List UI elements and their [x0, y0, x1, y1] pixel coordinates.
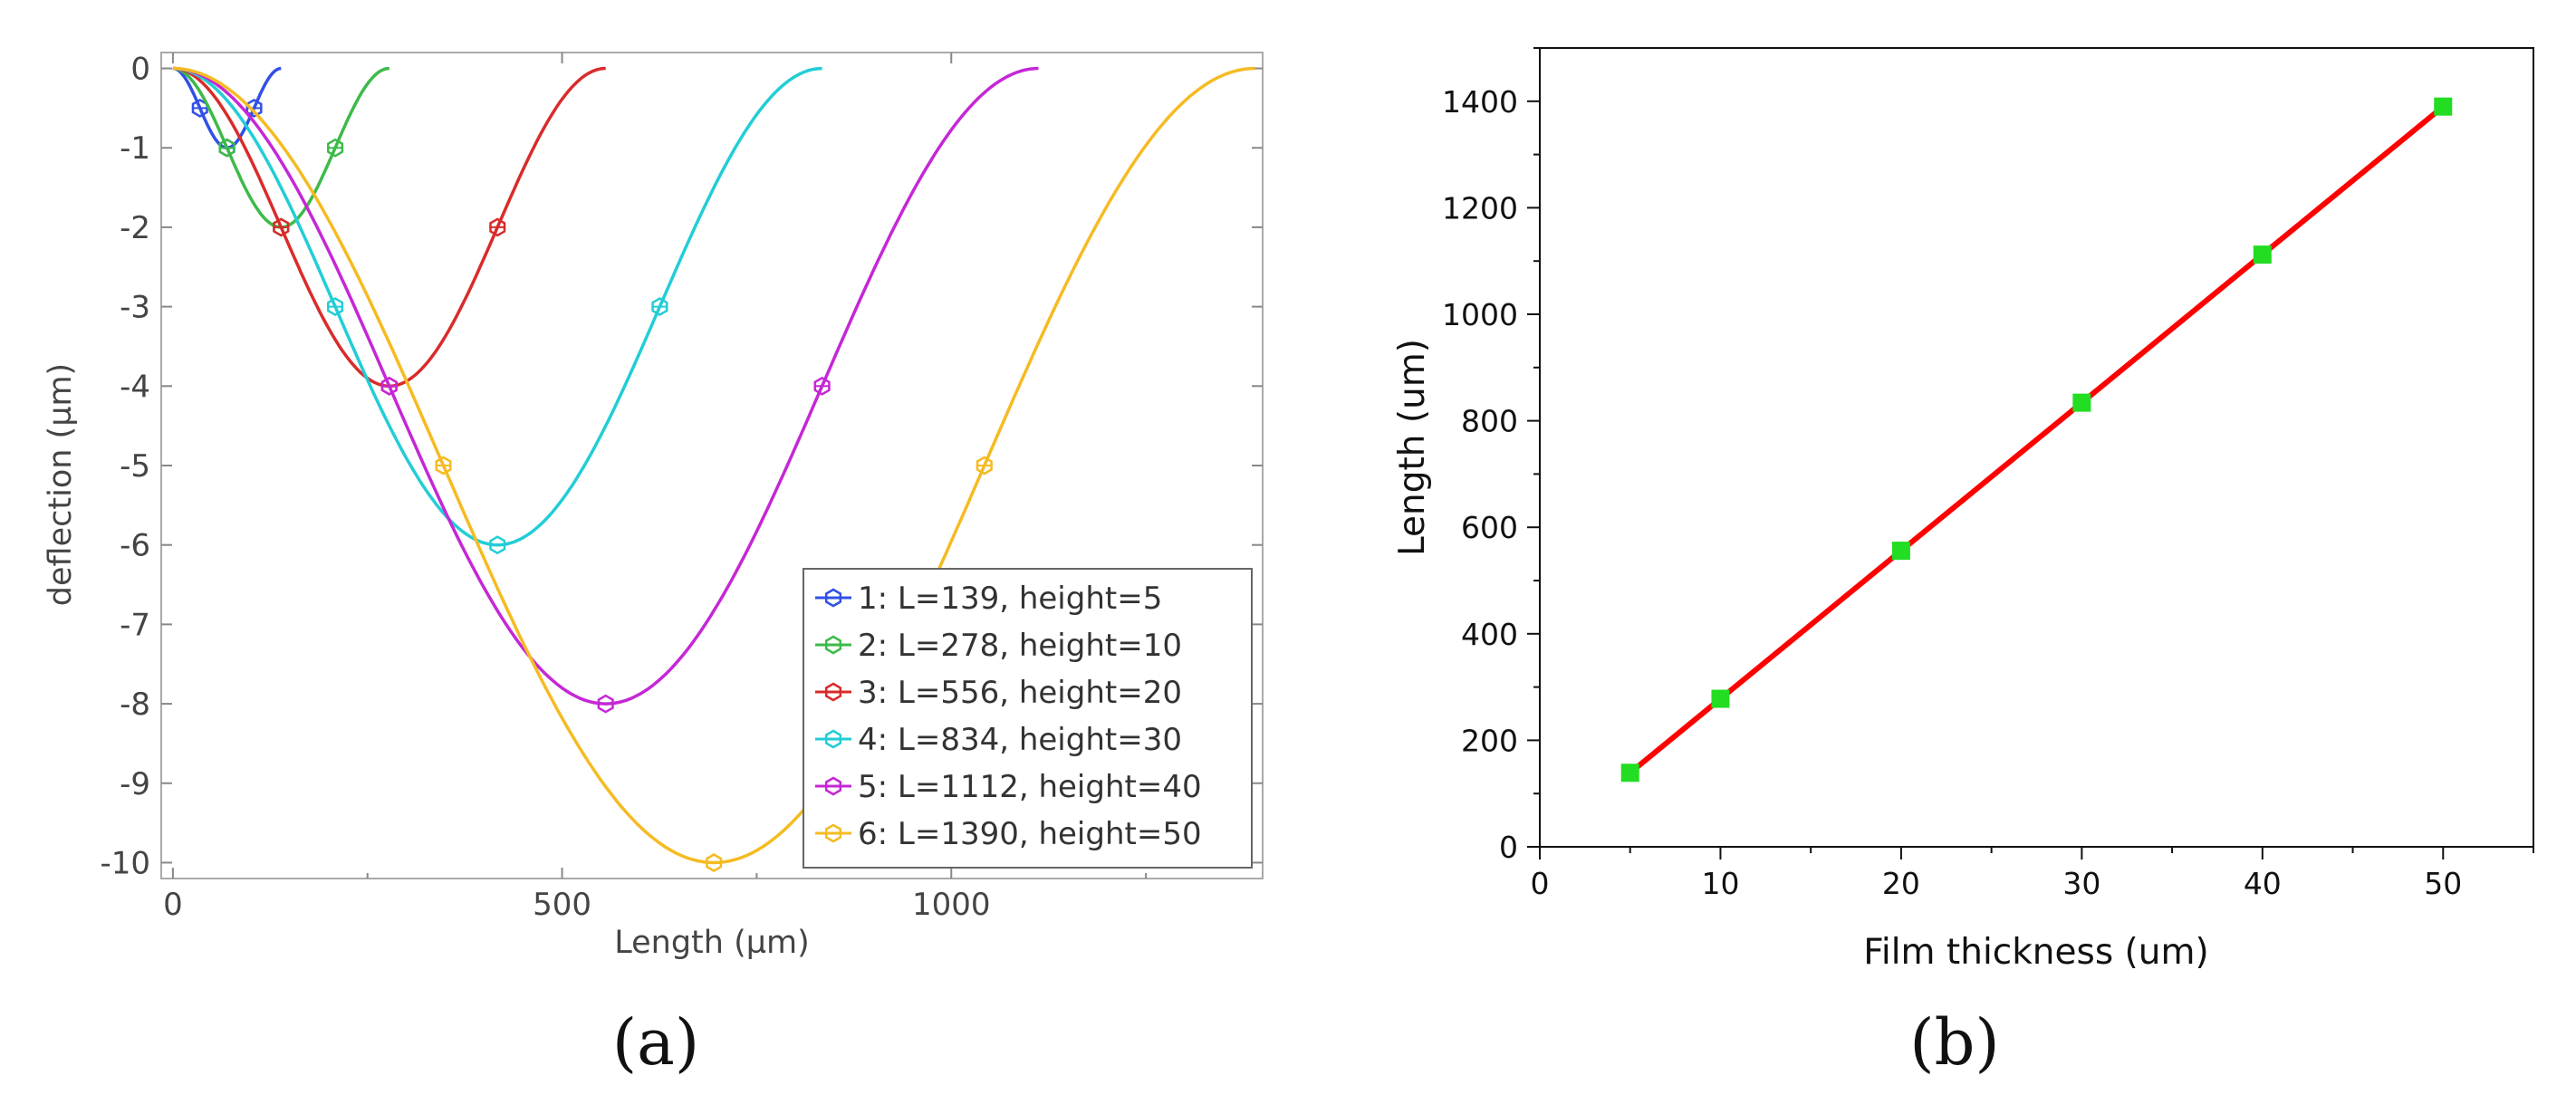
panel-b-label: (b) [1909, 1005, 1999, 1080]
series-6-marker [976, 456, 993, 475]
legend-entry-5: 5: L=1112, height=40 [858, 769, 1202, 805]
panel-a-x-tick-label: 0 [163, 887, 183, 923]
panel-b-data-point [1711, 689, 1730, 708]
legend-swatch-marker [824, 682, 842, 702]
panel-a-y-tick-label: -8 [120, 687, 150, 723]
panel-a-y-axis-label: deflection (µm) [43, 363, 79, 606]
legend-entry-3: 3: L=556, height=20 [858, 675, 1182, 711]
panel-b-x-tick-label: 0 [1531, 866, 1550, 901]
panel-b-y-tick-label: 400 [1461, 617, 1518, 652]
panel-b-y-tick-label: 1000 [1442, 297, 1518, 332]
series-4-group [172, 66, 822, 555]
panel-b-x-tick-label: 10 [1701, 866, 1739, 901]
series-2-line [172, 66, 389, 229]
panel-b-y-tick-label: 800 [1461, 404, 1518, 439]
panel-b-y-tick-label: 200 [1461, 723, 1518, 758]
panel-a-x-axis-label: Length (µm) [614, 925, 810, 961]
legend-swatch-marker [824, 729, 842, 749]
series-3-marker [489, 217, 506, 237]
series-3-marker [273, 217, 290, 237]
panel-a-y-tick-label: -10 [100, 845, 150, 881]
panel-b-length-chart: 0 10 20 30 40 50 0 200 400 600 800 1000 1200 1400 Fil… [1392, 47, 2534, 1080]
panel-b-y-tick-label: 0 [1499, 830, 1518, 865]
series-2-marker [327, 138, 344, 158]
series-6-marker [435, 456, 452, 475]
panel-a-y-tick-label: -7 [120, 607, 150, 643]
series-4-marker [489, 535, 506, 555]
panel-b-x-tick-label: 40 [2244, 866, 2282, 901]
panel-a-y-tick-label: -3 [120, 290, 150, 326]
panel-a-y-tick-label: 0 [130, 52, 150, 88]
legend-swatch-marker [824, 588, 842, 608]
series-5-marker [813, 376, 831, 396]
panel-a-legend: 1: L=139, height=5 2: L=278, height=10 3: … [803, 568, 1253, 869]
legend-entry-2: 2: L=278, height=10 [858, 628, 1182, 664]
panel-b-x-tick-label: 50 [2424, 866, 2462, 901]
panel-b-y-axis-label: Length (um) [1392, 339, 1433, 556]
series-5-group [172, 66, 1039, 714]
series-6-group [172, 66, 1255, 872]
panel-b-y-tick-label: 1200 [1442, 190, 1518, 226]
panel-a-y-tick-label: -2 [120, 210, 150, 246]
panel-b-x-tick-label: 30 [2062, 866, 2100, 901]
legend-entry-1: 1: L=139, height=5 [858, 581, 1162, 617]
series-4-line [172, 66, 822, 547]
series-2-group [172, 66, 389, 237]
series-4-marker [651, 297, 668, 317]
panel-b-data-point [2072, 393, 2091, 412]
panel-a-y-tick-label: -6 [120, 528, 150, 564]
panel-b-y-tick-label: 600 [1461, 510, 1518, 545]
series-2-marker [218, 138, 235, 158]
series-6-marker [706, 853, 723, 872]
panel-b-y-tick-label: 1400 [1442, 84, 1518, 120]
legend-swatch-marker [824, 635, 842, 655]
panel-a-legend-box [803, 568, 1253, 869]
panel-a-x-tick-label: 1000 [912, 887, 991, 923]
panel-b-data-point [2434, 97, 2453, 116]
panel-a-x-tick-label: 500 [533, 887, 591, 923]
panel-b-plot-frame [1539, 47, 2534, 848]
panel-a-deflection-chart: 0 500 1000 0 -1 -2 -3 -4 -5 -6 -7 -8 -9 -10 Length (µ… [43, 52, 1264, 1080]
series-5-marker [380, 376, 398, 396]
panel-b-x-axis-label: Film thickness (um) [1863, 932, 2208, 973]
legend-swatch-marker [824, 823, 842, 843]
legend-swatch-marker [824, 776, 842, 796]
panel-b-data-point [2253, 245, 2272, 264]
panel-a-label: (a) [612, 1005, 699, 1080]
panel-a-y-tick-label: -9 [120, 766, 150, 802]
series-4-marker [327, 297, 344, 317]
series-5-marker [597, 694, 614, 714]
panel-a-y-tick-label: -1 [120, 130, 150, 167]
panel-a-y-tick-label: -4 [120, 369, 150, 405]
panel-b-data-point [1620, 763, 1639, 783]
legend-entry-4: 4: L=834, height=30 [858, 722, 1182, 758]
panel-b-data-point [1891, 542, 1910, 561]
panel-a-y-tick-label: -5 [120, 448, 150, 485]
panel-b-x-tick-label: 20 [1882, 866, 1920, 901]
panel-b-fit-line [1628, 104, 2446, 775]
legend-entry-6: 6: L=1390, height=50 [858, 816, 1202, 852]
